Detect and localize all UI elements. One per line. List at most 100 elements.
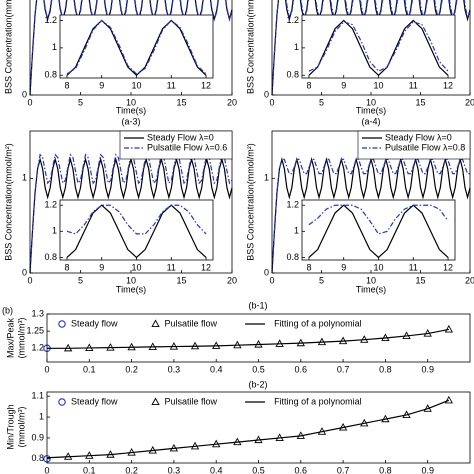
x-tick-label: 0.4 — [210, 364, 223, 374]
x-tick-label: 9 — [99, 262, 104, 272]
x-tick-label: 8 — [306, 262, 311, 272]
legend-box — [357, 130, 471, 160]
y-tick-label: 0.8 — [286, 252, 299, 262]
x-tick-label: 8 — [64, 262, 69, 272]
series-line — [47, 328, 449, 349]
x-axis-label: Time(s) — [116, 284, 146, 294]
y-tick-label: 1 — [294, 42, 299, 52]
x-tick-label: 12 — [201, 262, 211, 272]
series-line — [271, 0, 471, 96]
y-tick-label: 1 — [52, 42, 57, 52]
x-tick-label: 12 — [443, 262, 453, 272]
panel-title: (b-1) — [248, 300, 267, 310]
x-tick-label: 0.3 — [168, 364, 181, 374]
y-tick-label: 1 — [294, 226, 299, 236]
y-tick-label: 0.8 — [44, 70, 57, 80]
series-line — [29, 157, 233, 274]
x-tick-label: 8 — [306, 80, 311, 90]
x-tick-label: 12 — [201, 80, 211, 90]
series-line — [271, 158, 470, 274]
x-tick-label: 20 — [227, 97, 237, 107]
legend-swatch — [58, 320, 66, 328]
inset-background — [302, 15, 455, 78]
x-tick-label: 0.2 — [125, 364, 138, 374]
x-tick-label: 9 — [99, 80, 104, 90]
x-tick-label: 0.6 — [295, 465, 308, 474]
x-tick-label: 0.3 — [168, 465, 181, 474]
x-tick-label: 15 — [415, 275, 425, 285]
y-tick-label: 0.8 — [286, 70, 299, 80]
y-axis-label: BSS Concentration(mmol/m²) — [245, 143, 255, 261]
panel-title: (b-2) — [248, 379, 267, 389]
series-line — [66, 19, 207, 75]
y-tick-label: 1 — [52, 226, 57, 236]
legend-swatch — [58, 398, 66, 406]
inset-background — [302, 200, 455, 260]
x-tick-label: 9 — [341, 262, 346, 272]
x-tick-label: 0 — [44, 364, 49, 374]
x-tick-label: 0.8 — [379, 465, 392, 474]
y-axis-label: BSS Concentration(mmol/m²) — [3, 0, 13, 94]
marker-triangle — [444, 324, 454, 333]
x-tick-label: 10 — [126, 275, 136, 285]
legend-box — [119, 130, 233, 160]
x-tick-label: 5 — [319, 97, 324, 107]
x-tick-label: 0.6 — [295, 364, 308, 374]
x-tick-label: 20 — [465, 97, 474, 107]
inset-background — [60, 15, 213, 78]
marker-triangle — [444, 395, 454, 404]
panel-label: (a-4) — [361, 116, 380, 126]
y-axis-label: Max/Peak — [5, 317, 15, 358]
x-tick-label: 20 — [227, 275, 237, 285]
x-tick-label: 8 — [64, 80, 69, 90]
x-tick-label: 0 — [27, 275, 32, 285]
legend-label: Steady Flow λ=0 — [385, 132, 452, 142]
x-tick-label: 10 — [373, 80, 383, 90]
x-tick-label: 11 — [409, 262, 418, 272]
x-tick-label: 0.8 — [379, 364, 392, 374]
x-tick-label: 12 — [443, 80, 453, 90]
legend-label: Steady Flow λ=0 — [147, 132, 214, 142]
x-tick-label: 10 — [366, 275, 376, 285]
y-tick-label: 0 — [264, 267, 269, 277]
x-tick-label: 0.1 — [83, 465, 96, 474]
x-tick-label: 5 — [78, 275, 83, 285]
x-tick-label: 0 — [269, 275, 274, 285]
legend-label: Fitting of a polynomial — [274, 396, 362, 406]
y-axis-label: (mmol/m³) — [16, 318, 26, 359]
y-tick-label: 0 — [22, 267, 27, 277]
x-tick-label: 0 — [27, 97, 32, 107]
x-axis-label: Time(s) — [356, 284, 386, 294]
x-tick-label: 0.9 — [421, 364, 434, 374]
legend-label: Pulsatile flow — [165, 396, 218, 406]
x-tick-label: 10 — [131, 262, 141, 272]
y-tick-label: 1.2 — [44, 200, 57, 210]
inset-background — [60, 200, 213, 260]
section-label: (b) — [2, 305, 13, 315]
legend-label: Pulsatile Flow λ=0.6 — [147, 142, 227, 152]
x-tick-label: 0.7 — [337, 465, 350, 474]
x-tick-label: 15 — [176, 97, 186, 107]
x-tick-label: 11 — [167, 262, 176, 272]
series-line — [308, 204, 449, 235]
x-tick-label: 0.1 — [83, 364, 96, 374]
y-tick-label: 1.25 — [26, 326, 44, 336]
y-tick-label: 1.2 — [31, 343, 44, 353]
legend-swatch — [151, 319, 160, 328]
x-tick-label: 0.5 — [252, 364, 265, 374]
x-tick-label: 10 — [126, 97, 136, 107]
x-tick-label: 0.4 — [210, 465, 223, 474]
panel-label: (a-3) — [121, 116, 140, 126]
y-axis-label: BSS Concentration(mmol/m²) — [245, 0, 255, 94]
y-axis-label: BSS Concentration(mmol/m²) — [3, 143, 13, 261]
legend-swatch — [151, 397, 160, 406]
x-tick-label: 0 — [44, 465, 49, 474]
y-tick-label: 1.2 — [286, 200, 299, 210]
y-tick-label: 1.2 — [44, 15, 57, 25]
series-line — [46, 399, 450, 459]
x-axis-label: Time(s) — [356, 105, 386, 115]
x-tick-label: 0.9 — [421, 465, 434, 474]
x-axis-label: Time(s) — [116, 105, 146, 115]
x-tick-label: 20 — [465, 275, 474, 285]
